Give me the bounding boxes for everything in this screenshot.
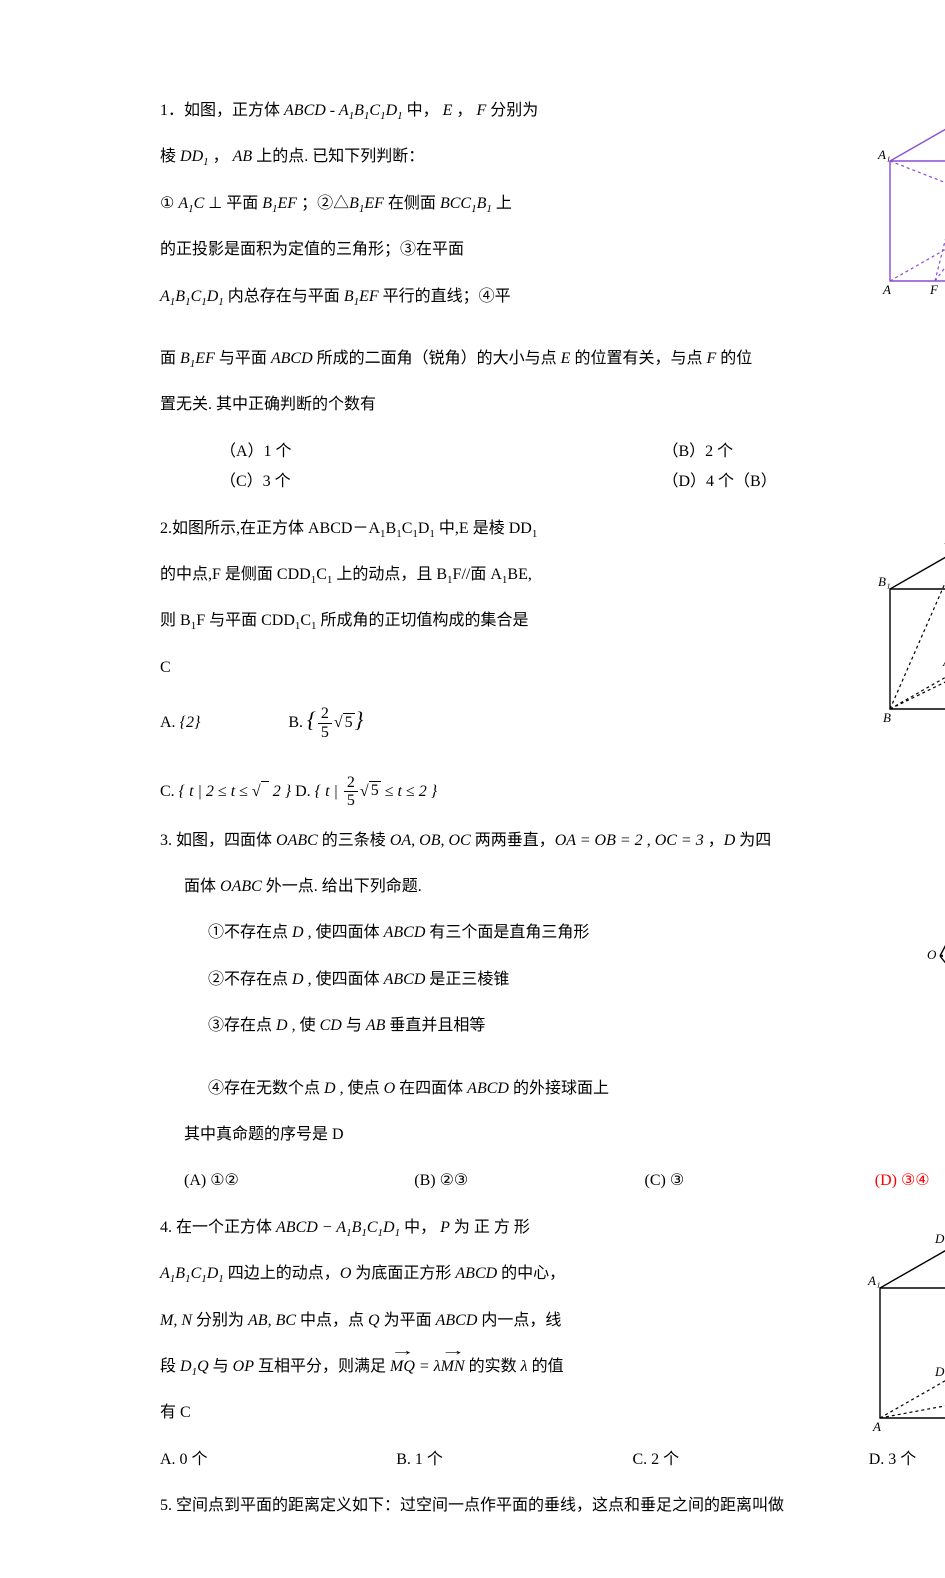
q1-stmt-2: 的正投影是面积为定值的三角形；③在平面 (160, 235, 945, 265)
q4-text: 段 D1Q 与 OP 互相平分，则满足 MQ = λMN 的实数 λ 的值 (160, 1352, 945, 1382)
q3-opt-c: (C) ③ (645, 1166, 875, 1196)
q4-options: A. 0 个 B. 1 个 C. 2 个 D. 3 个 (160, 1445, 945, 1475)
q2-text: 则 B1F 与平面 CDD1C1 所成角的正切值构成的集合是 (160, 606, 945, 636)
q1-options: （A）1 个 （B）2 个 （C）3 个 （D）4 个（B） (160, 437, 945, 498)
q1-stmt-4: 面 B1EF 与平面 ABCD 所成的二面角（锐角）的大小与点 E 的位置有关，… (160, 344, 945, 374)
svg-text:A₁: A₁ (867, 1273, 880, 1288)
svg-text:A₁: A₁ (877, 147, 890, 162)
svg-text:O: O (927, 947, 937, 962)
question-4: A B C D A₁ B₁ C₁ D₁ P O Q M N 4. 在一个正方体 … (160, 1213, 945, 1475)
q2-opts-row2: C. { t | 2 ≤ t ≤ √ 2 } D. { t | 25√5 ≤ t… (160, 774, 945, 810)
q4-cube-figure: A B C D A₁ B₁ C₁ D₁ P O Q M N (865, 1213, 945, 1433)
q3-opt-a: (A) ①② (184, 1166, 414, 1196)
svg-text:D₁: D₁ (934, 1231, 945, 1246)
q4-opt-a: A. 0 个 (160, 1445, 396, 1475)
q2-opts-row1: A. {2} B. {25√5} (160, 699, 945, 741)
q1-text: 1．如图，正方体 ABCD - A1B1C1D1 中， E ， F 分别为 (160, 96, 945, 126)
q2-text: 的中点,F 是侧面 CDD1C1 上的动点，且 B1F//面 A1BE, (160, 560, 945, 590)
q3-stmt-2: ②不存在点 D , 使四面体 ABCD 是正三棱锥 (160, 965, 945, 995)
question-1: A B C D A₁ B₁ C₁ D₁ E F 1．如图，正方体 ABCD - … (160, 96, 945, 498)
q1-opt-c: （C）3 个 (220, 467, 663, 497)
svg-text:A: A (872, 1419, 881, 1433)
q1-opt-a: （A）1 个 (220, 437, 663, 467)
q1-opt-d: （D）4 个（B） (663, 467, 945, 497)
q1-stmt-5: 置无关. 其中正确判断的个数有 (160, 390, 945, 420)
q4-opt-c: C. 2 个 (633, 1445, 869, 1475)
q3-stmt-4: ④存在无数个点 D , 使点 O 在四面体 ABCD 的外接球面上 (160, 1074, 945, 1104)
q1-stmt-1: ① A1C ⊥ 平面 B1EF ；②△B1EF 在侧面 BCC1B1 上 (160, 189, 945, 219)
svg-text:B: B (883, 710, 891, 724)
q4-text: M, N 分别为 AB, BC 中点，点 Q 为平面 ABCD 内一点，线 (160, 1306, 945, 1336)
q1-cube-figure: A B C D A₁ B₁ C₁ D₁ E F (875, 96, 945, 296)
q3-opt-d: (D) ③④ (875, 1166, 945, 1196)
q3-stmt-5: 其中真命题的序号是 D (160, 1120, 945, 1150)
q3-text: 3. 如图，四面体 OABC 的三条棱 OA, OB, OC 两两垂直，OA =… (160, 826, 945, 856)
q1-text: 棱 DD1 ， AB 上的点. 已知下列判断： (160, 142, 945, 172)
q3-stmt-1: ①不存在点 D , 使四面体 ABCD 有三个面是直角三角形 (160, 918, 945, 948)
q3-text: 面体 OABC 外一点. 给出下列命题. (160, 872, 945, 902)
q4-opt-b: B. 1 个 (396, 1445, 632, 1475)
q4-text: A1B1C1D1 四边上的动点，O 为底面正方形 ABCD 的中心， (160, 1259, 945, 1289)
q3-options: (A) ①② (B) ②③ (C) ③ (D) ③④ (160, 1166, 945, 1196)
q4-text: 4. 在一个正方体 ABCD − A1B1C1D1 中， P 为 正 方 形 (160, 1213, 945, 1243)
q2-text: 2.如图所示,在正方体 ABCD－A1B1C1D1 中,E 是棱 DD1 (160, 514, 945, 544)
q2-cube-figure: A B C D A₁ B₁ C₁ D₁ E (875, 514, 945, 724)
q1-stmt-3: A1B1C1D1 内总存在与平面 B1EF 平行的直线；④平 (160, 282, 945, 312)
svg-text:A: A (882, 282, 891, 296)
q4-text: 有 C (160, 1398, 945, 1428)
q5-text: 5. 空间点到平面的距离定义如下：过空间一点作平面的垂线，这点和垂足之间的距离叫… (160, 1491, 945, 1521)
svg-text:B₁: B₁ (878, 574, 890, 589)
q4-opt-d: D. 3 个 (869, 1445, 945, 1475)
q3-stmt-3: ③存在点 D , 使 CD 与 AB 垂直并且相等 (160, 1011, 945, 1041)
question-3: O A B C D 3. 如图，四面体 OABC 的三条棱 OA, OB, OC… (160, 826, 945, 1197)
question-5: 5. 空间点到平面的距离定义如下：过空间一点作平面的垂线，这点和垂足之间的距离叫… (160, 1491, 945, 1521)
q1-opt-b: （B）2 个 (663, 437, 945, 467)
svg-text:F: F (929, 282, 939, 296)
q3-tetra-figure: O A B C D (905, 846, 945, 1016)
svg-text:D: D (934, 1364, 945, 1379)
q2-answer: C (160, 653, 945, 683)
question-2: A B C D A₁ B₁ C₁ D₁ E 2.如图所示,在正方体 ABCD－A… (160, 514, 945, 810)
q3-opt-b: (B) ②③ (414, 1166, 644, 1196)
